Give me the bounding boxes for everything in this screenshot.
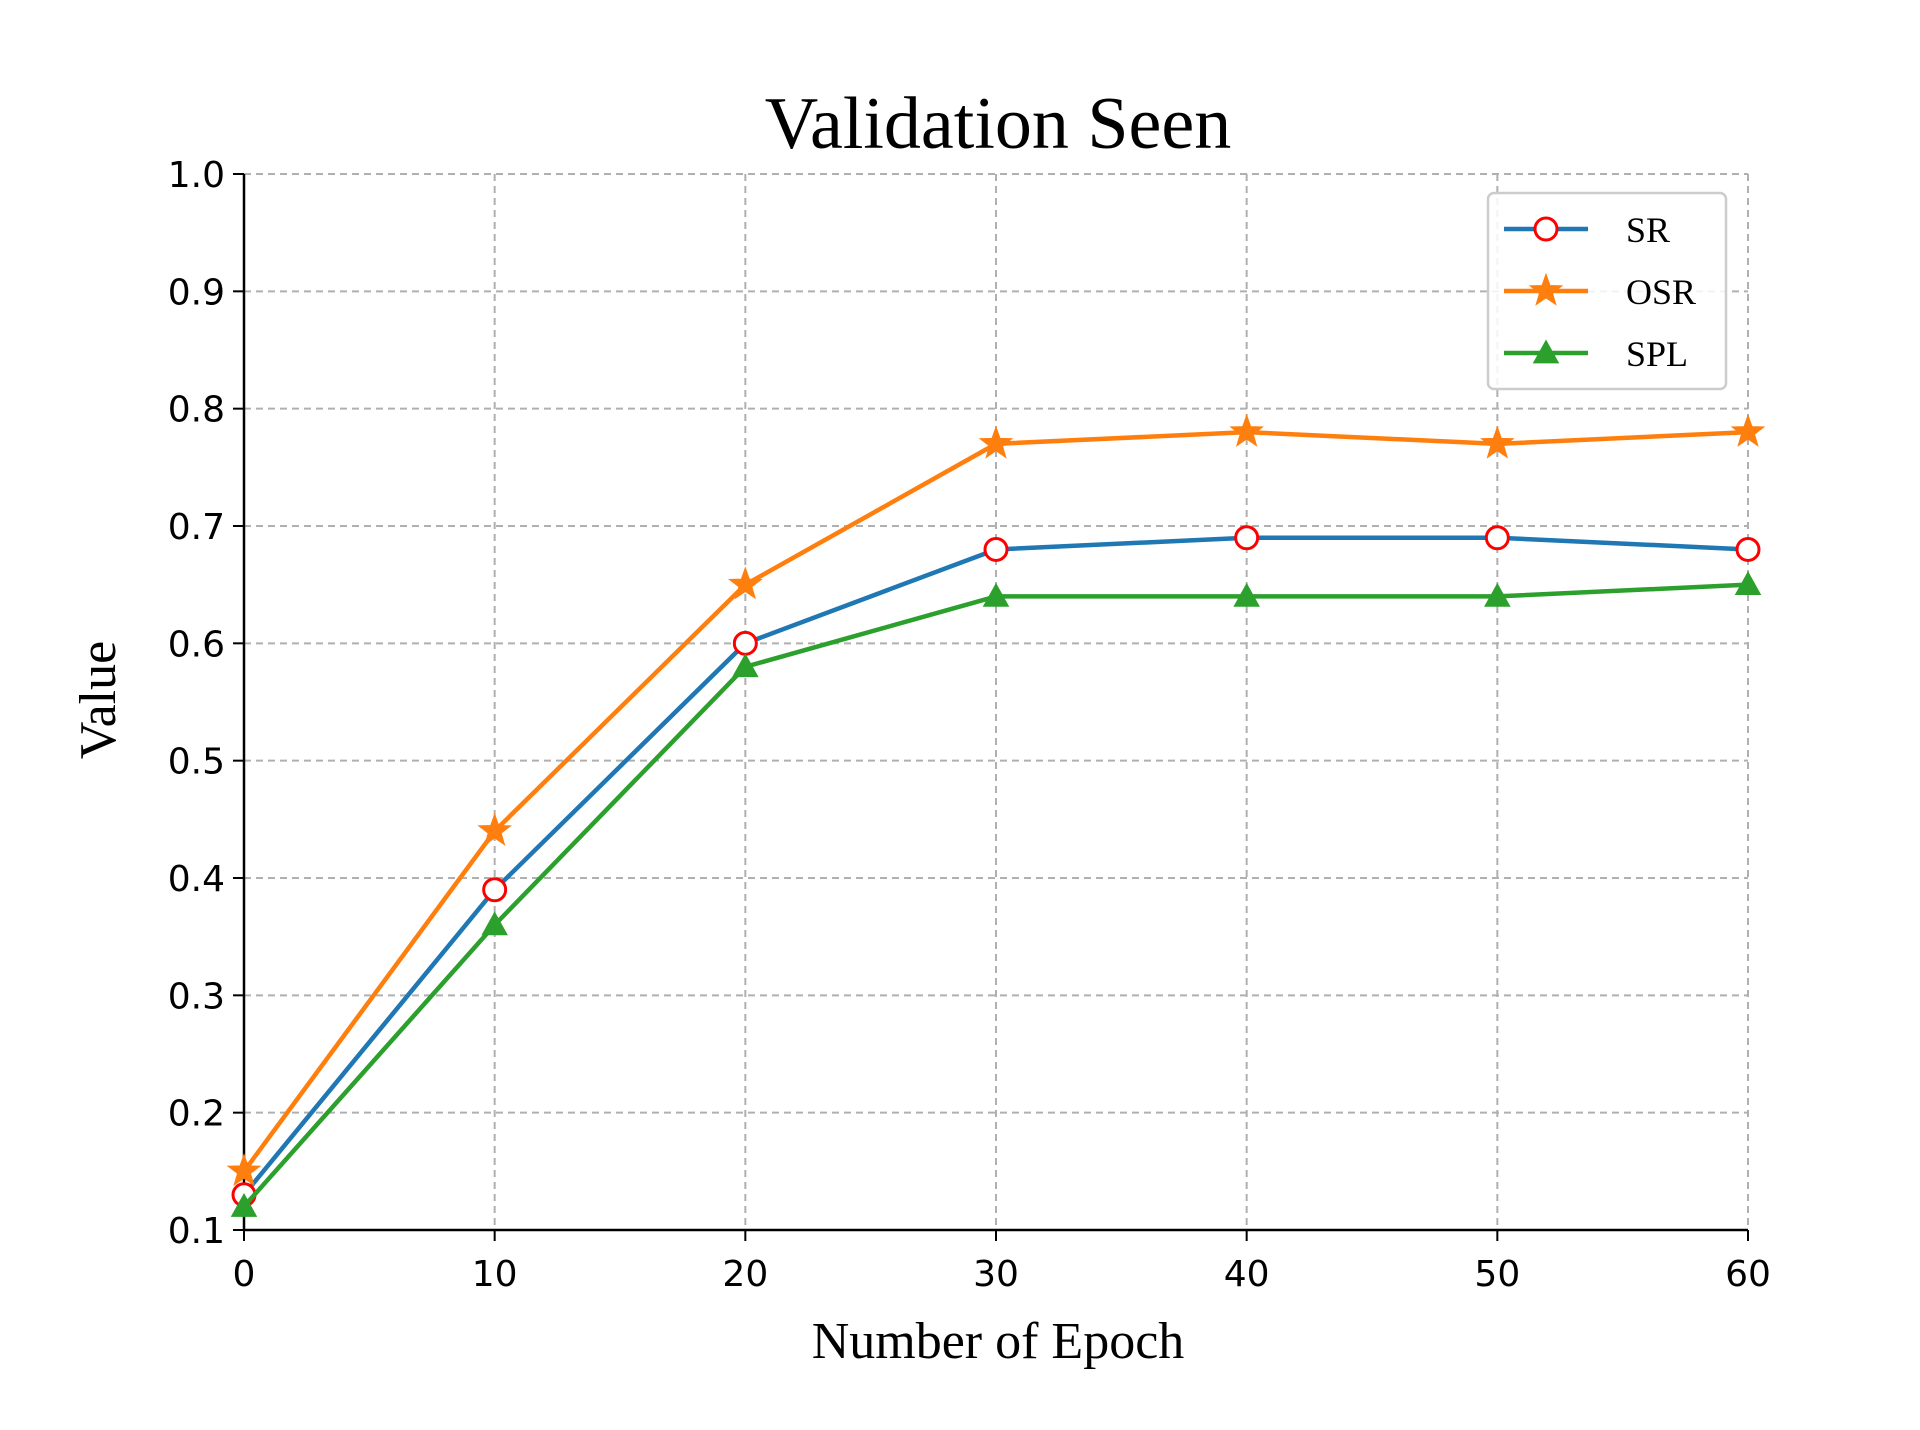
legend-label-osr: OSR	[1626, 272, 1696, 312]
y-tick-label: 0.1	[168, 1211, 225, 1252]
data-point-sr	[1234, 525, 1260, 551]
y-tick-label: 0.8	[168, 390, 225, 431]
data-point-spl	[1484, 582, 1511, 607]
legend-marker-sr	[1533, 216, 1559, 242]
data-series	[226, 413, 1766, 1217]
data-point-osr	[978, 425, 1014, 459]
data-point-spl	[481, 911, 508, 936]
data-point-sr	[482, 877, 508, 903]
series-spl	[230, 571, 1762, 1217]
data-point-sr	[1735, 536, 1761, 562]
y-axis-label: Value	[70, 641, 127, 759]
tick-labels: 0.1 0.2 0.3 0.4 0.5 0.6 0.7 0.8 0.9 1.0 0 10 20 30 40 5…	[168, 155, 1771, 1295]
legend-label-spl: SPL	[1626, 334, 1688, 374]
y-tick-label: 1.0	[168, 155, 225, 196]
data-point-spl	[1233, 582, 1260, 607]
data-point-spl	[1734, 571, 1762, 596]
data-point-osr	[477, 812, 513, 846]
data-point-spl	[982, 582, 1010, 607]
axes	[233, 173, 1749, 1241]
x-tick-label: 20	[722, 1254, 768, 1295]
y-tick-label: 0.3	[168, 976, 225, 1017]
y-tick-label: 0.6	[168, 624, 225, 665]
legend-label-sr: SR	[1626, 210, 1670, 250]
legend-entry-spl: SPL	[1504, 334, 1688, 374]
y-tick-label: 0.7	[168, 507, 225, 548]
data-point-spl	[230, 1192, 258, 1217]
y-tick-label: 0.9	[168, 272, 225, 313]
series-osr	[226, 413, 1766, 1187]
legend-entry-osr: OSR	[1504, 272, 1696, 312]
x-tick-label: 40	[1224, 1254, 1270, 1295]
legend-marker-osr	[1528, 272, 1564, 306]
series-sr	[231, 525, 1761, 1208]
x-tick-label: 0	[233, 1254, 256, 1295]
data-point-osr	[1229, 413, 1265, 447]
y-tick-label: 0.5	[168, 742, 225, 783]
x-tick-label: 30	[973, 1254, 1019, 1295]
x-tick-label: 60	[1725, 1254, 1771, 1295]
legend-marker-spl	[1532, 339, 1560, 364]
y-tick-label: 0.2	[168, 1094, 225, 1135]
data-point-osr	[1730, 413, 1766, 447]
y-tick-label: 0.4	[168, 859, 225, 900]
x-tick-label: 50	[1474, 1254, 1520, 1295]
data-point-osr	[727, 566, 763, 600]
data-point-spl	[732, 653, 759, 678]
data-point-osr	[1479, 425, 1515, 459]
x-axis-label: Number of Epoch	[812, 1313, 1185, 1370]
legend: SR OSR SPL	[1486, 191, 1728, 391]
data-point-sr	[1484, 525, 1510, 551]
legend-box	[1486, 191, 1728, 391]
data-point-osr	[226, 1153, 262, 1187]
data-point-sr	[732, 630, 758, 656]
chart-title: Validation Seen	[765, 83, 1232, 165]
x-tick-label: 10	[472, 1254, 518, 1295]
data-point-sr	[983, 536, 1009, 562]
legend-entry-sr: SR	[1504, 210, 1670, 250]
